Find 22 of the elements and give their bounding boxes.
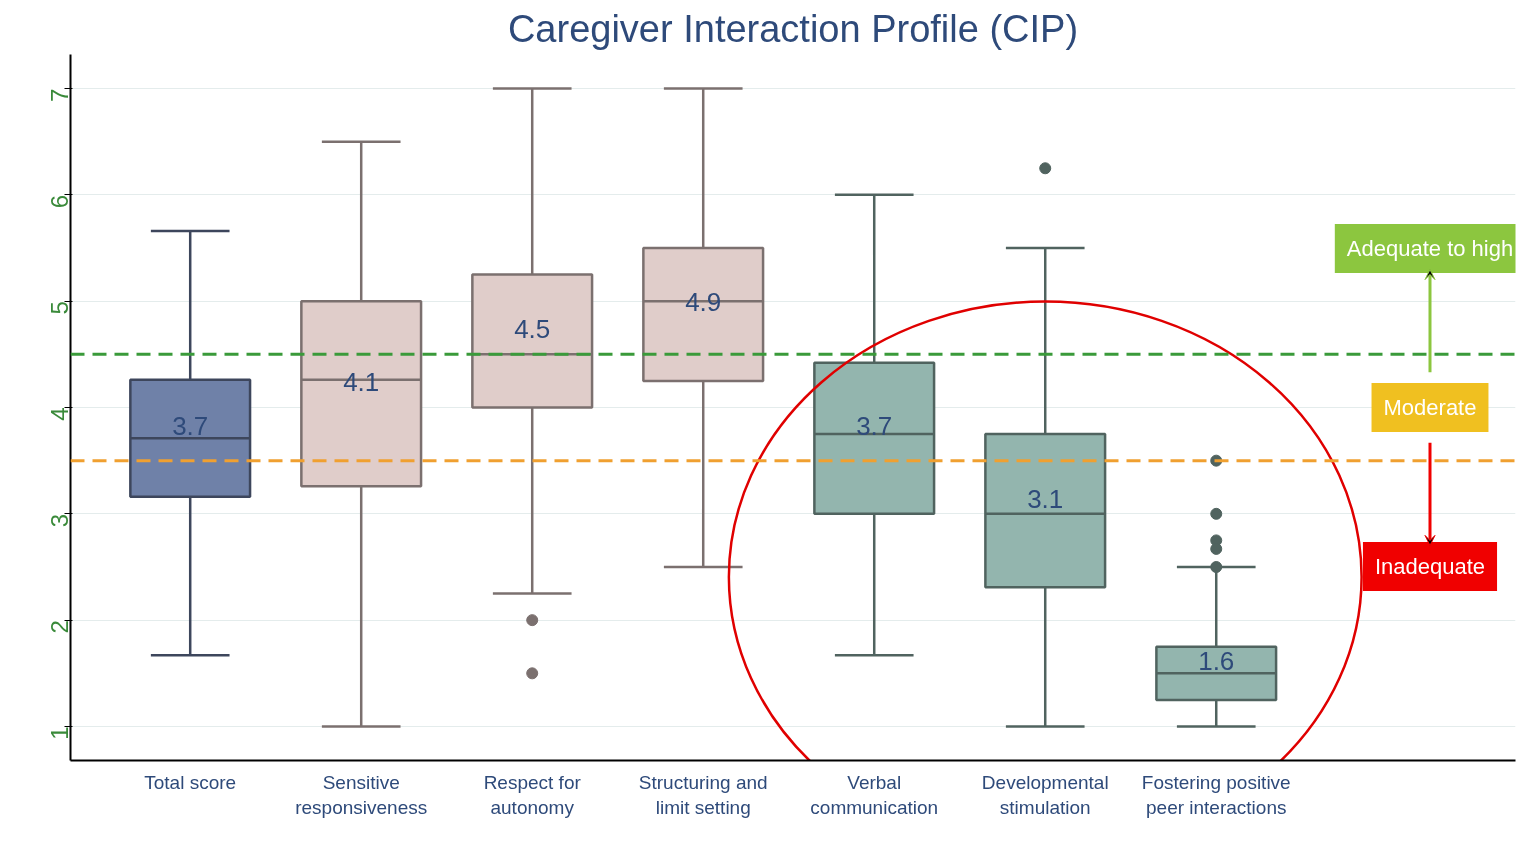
y-tick-label: 2 <box>46 620 73 634</box>
x-tick-label: Verbal communication <box>810 771 939 818</box>
annotation: 3.1 <box>1027 483 1064 514</box>
x-tick-label: Fostering positive peer interactions <box>1141 771 1291 818</box>
text: Moderate <box>1383 395 1477 420</box>
y-tick-label: 4 <box>46 407 73 421</box>
chart-title: Caregiver Interaction Profile (CIP) <box>507 7 1079 50</box>
annotation: 4.5 <box>514 314 551 345</box>
y-tick-label: 3 <box>46 513 73 528</box>
annotation: 3.7 <box>172 411 209 442</box>
y-tick-label: 5 <box>46 301 73 315</box>
text: Adequate to high <box>1346 235 1514 261</box>
text: Inadequate <box>1374 554 1486 580</box>
y-tick-label: 7 <box>46 88 73 102</box>
x-tick-label: Respect for autonomy <box>483 771 582 818</box>
y-tick-label: 1 <box>46 726 73 740</box>
x-tick-label: Total score <box>144 771 237 793</box>
x-tick-label: Structuring and limit setting <box>638 771 768 818</box>
annotation: 1.6 <box>1198 646 1235 677</box>
x-tick-label: Sensitive responsiveness <box>295 771 428 818</box>
x-tick-label: Developmental stimulation <box>981 771 1109 818</box>
y-tick-label: 6 <box>46 194 73 209</box>
